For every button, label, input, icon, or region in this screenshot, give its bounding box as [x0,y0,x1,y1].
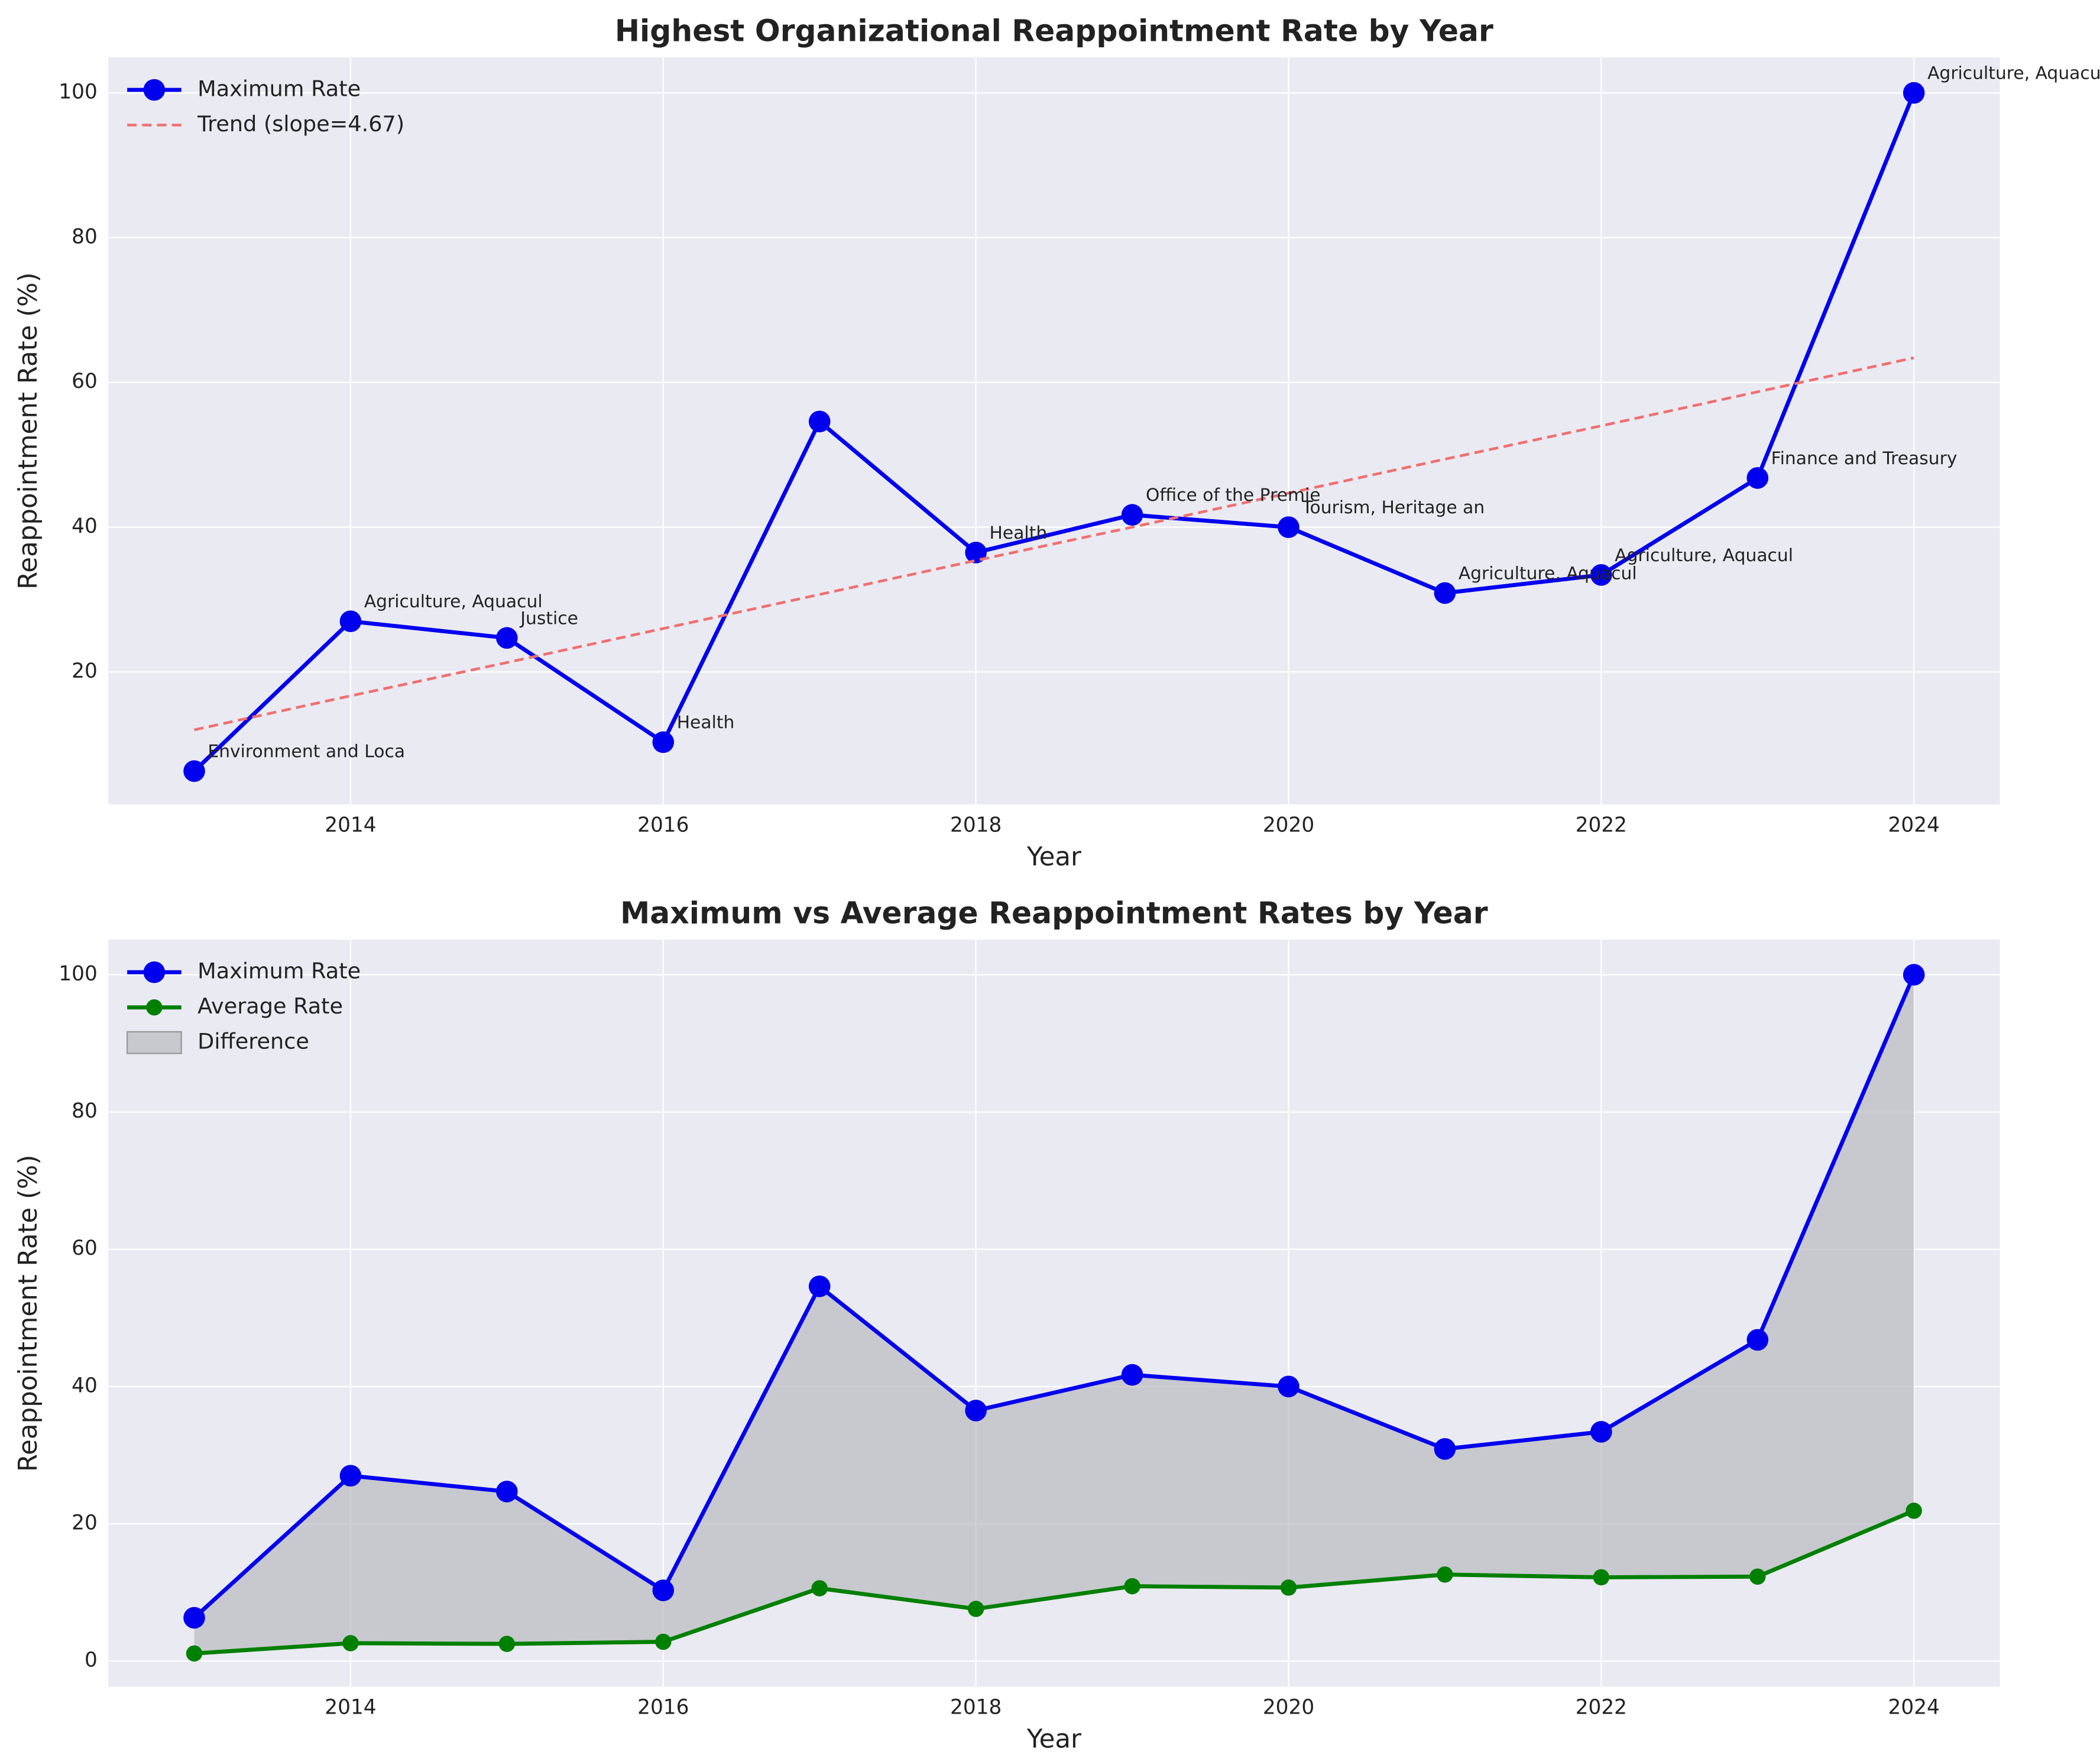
y-tick-label: 100 [59,80,97,104]
y-tick-label: 60 [72,1236,98,1260]
x-axis-label: Year [1026,842,1081,872]
chart-title: Highest Organizational Reappointment Rat… [615,13,1493,48]
data-point [1590,1421,1612,1443]
data-point [967,1601,984,1617]
series-line [194,1508,1915,1656]
x-tick-label: 2014 [325,1696,376,1720]
data-point [1593,1569,1610,1586]
x-axis-label: Year [1026,1725,1081,1754]
difference-area [194,974,1914,1654]
y-tick-label: 80 [72,225,98,248]
legend-marker [143,961,166,983]
legend-label: Maximum Rate [197,959,361,984]
data-point [1903,964,1925,986]
legend-label: Average Rate [197,993,343,1019]
data-point [811,1580,828,1597]
legend-swatch [126,1031,182,1054]
data-point [965,542,987,564]
data-point [186,1645,203,1662]
data-point [1746,1329,1769,1351]
annotation: Office of the Premie [1146,485,1321,506]
annotation: Agriculture, Aquacul [1459,563,1637,584]
data-point [1749,1568,1766,1585]
data-point [1746,467,1769,489]
data-point [496,1481,518,1503]
x-tick-label: 2024 [1888,814,1940,837]
data-point [498,1636,516,1652]
data-point [1437,1566,1453,1583]
annotation: Justice [519,608,578,629]
y-tick-label: 100 [59,962,97,986]
data-point [1590,564,1612,586]
data-point [965,1400,987,1422]
data-point [808,410,831,433]
data-point [339,1465,362,1487]
annotation: Tourism, Heritage an [1301,497,1485,518]
annotation: Environment and Loca [208,741,405,762]
y-tick-label: 20 [72,659,98,683]
legend-label: Trend (slope=4.67) [197,111,404,137]
data-point [1434,1438,1456,1460]
x-tick-label: 2022 [1576,1696,1627,1720]
y-axis-label: Reappointment Rate (%) [14,273,43,590]
y-tick-label: 0 [85,1649,98,1672]
x-tick-label: 2022 [1576,814,1627,837]
x-tick-label: 2016 [637,1696,689,1720]
data-point [1121,1364,1143,1386]
x-tick-label: 2018 [950,814,1002,837]
annotation: Agriculture, Aquacul [1927,63,2100,84]
data-point [1121,504,1143,526]
legend-marker [146,999,163,1016]
series-line [193,92,1916,773]
x-tick-label: 2024 [1888,1696,1940,1720]
data-point [1903,82,1925,104]
y-tick-label: 40 [72,514,98,538]
y-axis-label: Reappointment Rate (%) [14,1155,43,1472]
data-point [652,731,675,753]
data-point [1905,1503,1922,1519]
data-point [1124,1578,1140,1595]
data-point [1278,1375,1299,1398]
series-line [194,356,1914,731]
data-point [1280,1579,1297,1596]
data-point [652,1579,675,1601]
data-point [339,610,362,633]
legend-label: Maximum Rate [197,76,361,102]
x-tick-label: 2020 [1263,814,1314,837]
annotation: Finance and Treasury [1771,448,1958,469]
data-point [183,760,205,782]
data-point [1278,516,1299,538]
plot-area [108,57,2000,805]
chart-title: Maximum vs Average Reappointment Rates b… [620,896,1488,931]
annotation: Health [990,523,1048,543]
data-point [183,1607,205,1629]
x-tick-label: 2020 [1263,1696,1314,1720]
x-tick-label: 2014 [325,814,376,837]
legend-marker [143,79,166,101]
data-point [1434,582,1456,604]
data-point [808,1275,831,1297]
data-point [496,627,518,649]
y-tick-label: 60 [72,370,98,393]
data-point [342,1635,359,1652]
x-tick-label: 2016 [637,814,689,837]
y-tick-label: 40 [72,1374,98,1397]
data-point [655,1633,672,1650]
annotation: Agriculture, Aquacul [1615,545,1793,566]
y-tick-label: 80 [72,1099,98,1123]
y-tick-label: 20 [72,1511,98,1534]
series-line [193,974,1916,1620]
legend-label: Difference [197,1029,309,1054]
annotation: Health [677,713,735,733]
x-tick-label: 2018 [950,1696,1002,1720]
annotation: Agriculture, Aquacul [364,591,543,612]
